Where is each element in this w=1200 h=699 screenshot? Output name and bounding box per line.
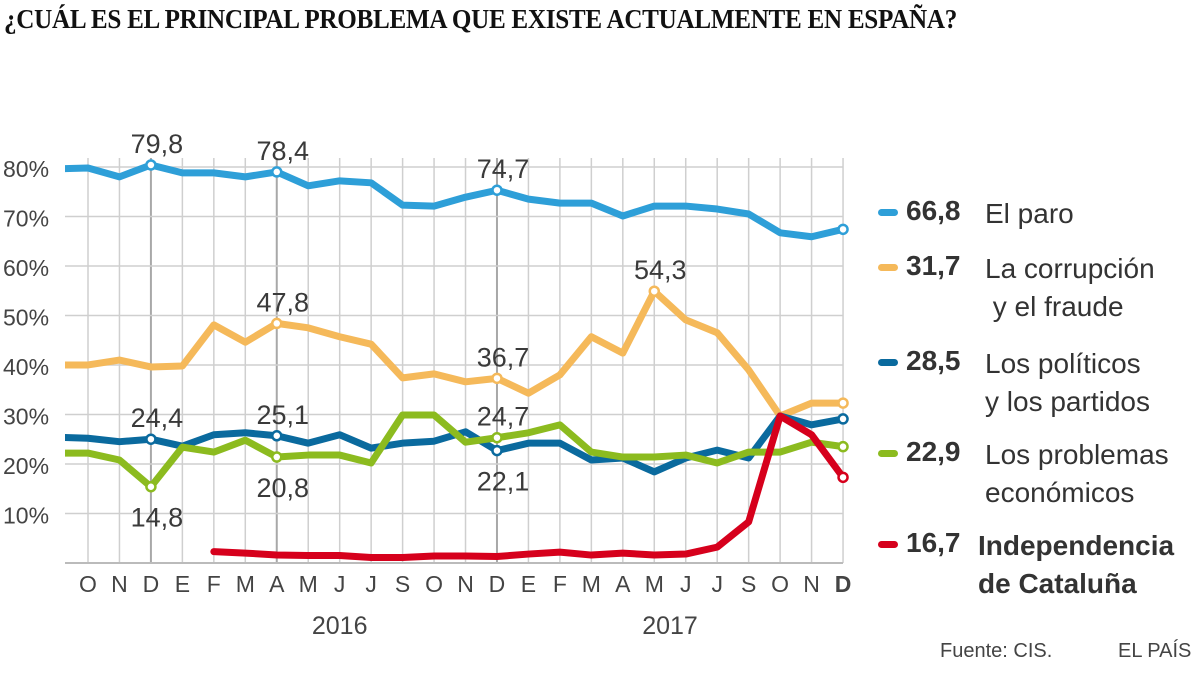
y-tick-label: 40% <box>3 354 49 380</box>
legend-label-line: El paro <box>985 198 1074 229</box>
legend-value: 22,9 <box>906 436 961 467</box>
x-tick-label: D <box>489 571 506 597</box>
legend-label: La corrupción y el fraude <box>985 250 1155 326</box>
x-tick-label: O <box>771 571 789 597</box>
annotation-marker <box>491 444 503 457</box>
x-tick-label: O <box>425 571 443 597</box>
series-line-2 <box>65 412 847 476</box>
annotation-label: 54,3 <box>634 255 687 285</box>
x-tick-label: M <box>236 571 255 597</box>
x-tick-label: D <box>835 571 852 597</box>
annotation-marker <box>271 317 283 330</box>
legend-label-line: y los partidos <box>985 386 1150 417</box>
annotation-marker <box>271 451 283 463</box>
x-tick-label: M <box>645 571 664 597</box>
y-tick-label: 30% <box>3 404 49 430</box>
legend-swatch <box>878 359 898 366</box>
annotation-label: 79,8 <box>131 129 184 159</box>
legend-value: 66,8 <box>906 195 961 226</box>
annotation-label: 47,8 <box>256 287 309 317</box>
x-tick-label: D <box>143 571 160 597</box>
x-tick-label: F <box>553 571 567 597</box>
x-tick-label: S <box>741 571 756 597</box>
legend-label-line: de Cataluña <box>978 568 1137 599</box>
series-line-3 <box>65 411 847 491</box>
source-note: Fuente: CIS. <box>940 640 1053 662</box>
x-tick-label: M <box>299 571 318 597</box>
annotation-marker <box>145 433 157 445</box>
brand-label: EL PAÍS <box>1118 640 1192 662</box>
legend-label: Los políticos y los partidos <box>985 345 1150 421</box>
chart-title: ¿CUÁL ES EL PRINCIPAL PROBLEMA QUE EXIST… <box>4 4 958 34</box>
y-tick-label: 20% <box>3 453 49 479</box>
annotation-marker <box>491 431 503 444</box>
legend-label: El paro <box>985 195 1074 233</box>
series-end-marker <box>837 223 849 236</box>
annotation-marker <box>648 285 661 297</box>
x-tick-label: J <box>711 571 723 597</box>
legend-label-line: Los problemas <box>985 439 1169 470</box>
legend-swatch <box>878 209 898 216</box>
year-label: 2017 <box>642 612 698 640</box>
legend-label-line: Independencia <box>978 530 1175 561</box>
y-tick-label: 10% <box>3 503 49 529</box>
legend-value: 28,5 <box>906 345 961 376</box>
legend-label: Independencia de Cataluña <box>978 527 1174 603</box>
x-tick-label: S <box>395 571 410 597</box>
year-label: 2016 <box>312 612 368 640</box>
series-line-1 <box>65 287 847 420</box>
y-tick-label: 80% <box>3 156 49 182</box>
series-end-marker <box>837 471 849 484</box>
x-tick-label: J <box>334 571 346 597</box>
annotation-marker <box>491 184 503 196</box>
annotation-marker <box>271 430 283 442</box>
x-tick-label: N <box>457 571 474 597</box>
legend-value: 31,7 <box>906 250 961 281</box>
x-tick-label: O <box>79 571 97 597</box>
annotation-marker <box>145 159 157 171</box>
legend-label: Los problemas económicos <box>985 436 1169 512</box>
annotation-label: 36,7 <box>477 342 530 372</box>
annotation-label: 14,8 <box>131 503 184 533</box>
y-tick-label: 70% <box>3 206 49 232</box>
legend-value: 16,7 <box>906 527 961 558</box>
series-end-marker <box>837 397 849 409</box>
series-end-marker <box>837 413 849 425</box>
annotation-marker <box>145 480 157 493</box>
annotation-label: 78,4 <box>256 136 309 166</box>
legend-swatch <box>878 450 898 457</box>
legend-label-line: económicos <box>985 477 1135 508</box>
annotation-label: 20,8 <box>256 473 309 503</box>
annotation-marker <box>271 166 283 178</box>
annotation-label: 24,7 <box>477 402 530 432</box>
legend-swatch <box>878 541 898 548</box>
legend-swatch <box>878 264 898 271</box>
x-tick-label: J <box>680 571 692 597</box>
annotation-label: 24,4 <box>131 403 184 433</box>
annotation-label: 74,7 <box>477 154 530 184</box>
series-line-0 <box>65 161 847 241</box>
annotation-label: 25,1 <box>256 400 309 430</box>
x-tick-label: J <box>365 571 377 597</box>
x-tick-label: E <box>175 571 190 597</box>
annotation-marker <box>491 372 503 385</box>
series-line-4 <box>210 412 847 562</box>
x-tick-label: E <box>521 571 536 597</box>
annotation-label: 22,1 <box>477 467 530 497</box>
legend-label-line: La corrupción <box>985 253 1155 284</box>
y-tick-label: 50% <box>3 305 49 331</box>
series-end-marker <box>837 440 849 453</box>
x-tick-label: A <box>269 571 285 597</box>
x-tick-label: N <box>111 571 128 597</box>
x-tick-label: A <box>615 571 631 597</box>
y-tick-label: 60% <box>3 255 49 281</box>
x-tick-label: F <box>207 571 221 597</box>
x-tick-label: M <box>582 571 601 597</box>
legend-label-line: Los políticos <box>985 348 1141 379</box>
x-tick-label: N <box>803 571 820 597</box>
legend-label-line: y el fraude <box>985 291 1124 322</box>
